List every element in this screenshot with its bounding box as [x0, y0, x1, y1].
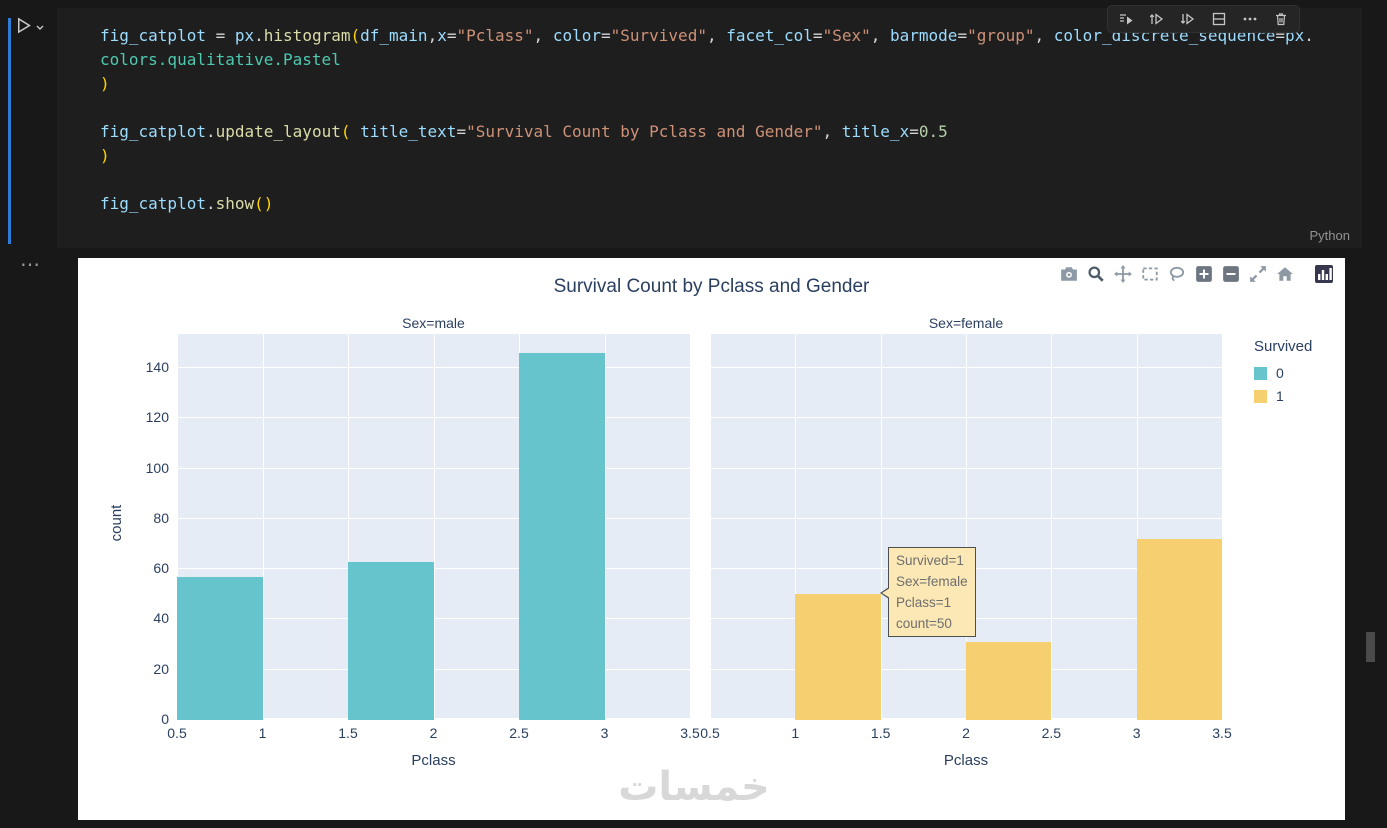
gridline [880, 334, 882, 720]
legend-item-0[interactable]: 0 [1254, 365, 1312, 381]
zoom-icon[interactable] [1087, 265, 1105, 283]
reset-axes-icon[interactable] [1276, 265, 1294, 283]
more-actions-icon[interactable] [1242, 11, 1258, 27]
x-tick-label: 2.5 [1041, 725, 1062, 741]
autoscale-icon[interactable] [1249, 265, 1267, 283]
plotly-modebar [1060, 265, 1333, 283]
y-tick-label: 140 [145, 358, 169, 375]
chart-title: Survival Count by Pclass and Gender [553, 276, 870, 297]
split-cell-icon[interactable] [1211, 11, 1227, 27]
bar[interactable] [966, 642, 1052, 720]
tooltip-line: count=50 [896, 616, 952, 631]
box-select-icon[interactable] [1141, 265, 1159, 283]
gridline [262, 334, 264, 720]
x-tick-label: 0.5 [167, 725, 187, 741]
gridline [348, 334, 349, 720]
x-tick-label: 2 [429, 725, 438, 741]
gridline [177, 334, 178, 720]
x-tick-label: 1.5 [870, 725, 891, 741]
run-cell-icon [14, 16, 33, 40]
gridline [690, 334, 691, 720]
plotly-logo-icon[interactable] [1315, 265, 1333, 283]
legend-title: Survived [1254, 338, 1313, 355]
x-tick-label: 0.5 [700, 725, 720, 741]
execute-below-icon[interactable] [1180, 11, 1196, 27]
camera-icon[interactable] [1060, 265, 1078, 283]
legend-label: 1 [1276, 388, 1284, 404]
legend-swatch-yellow [1254, 389, 1267, 403]
gridline [795, 334, 797, 720]
x-tick-label: 3.5 [680, 725, 700, 741]
x-tick-label: 3 [600, 725, 609, 741]
gridline [966, 334, 967, 720]
x-axis-title-female: Pclass [943, 752, 989, 769]
run-cell-button[interactable] [14, 16, 45, 40]
plotly-chart: Survival Count by Pclass and Gender Sex=… [78, 258, 1345, 820]
lasso-icon[interactable] [1168, 265, 1186, 283]
legend-swatch-teal [1254, 366, 1267, 380]
facet-label-male: Sex=male [402, 315, 465, 331]
y-tick-label: 20 [153, 660, 169, 677]
tooltip-line: Sex=female [896, 574, 968, 589]
tooltip-line: Survived=1 [896, 553, 964, 568]
hover-tooltip: Survived=1 Sex=female Pclass=1 count=50 [880, 547, 976, 637]
zoom-in-icon[interactable] [1195, 265, 1213, 283]
y-tick-label: 40 [153, 610, 169, 627]
cell-focus-indicator [8, 18, 11, 244]
run-by-line-icon[interactable] [1118, 11, 1134, 27]
x-axis-title-male: Pclass [411, 752, 456, 769]
plot-area-female[interactable]: 0.5 1 1.5 2 2.5 3 3.5 [700, 334, 1232, 741]
bar[interactable] [795, 594, 881, 720]
x-tick-label: 2.5 [509, 725, 529, 741]
bar[interactable] [348, 561, 434, 720]
y-tick-label: 0 [161, 711, 169, 727]
bar[interactable] [177, 576, 263, 720]
delete-cell-icon[interactable] [1273, 11, 1289, 27]
x-tick-label: 1 [791, 725, 800, 741]
bar[interactable] [519, 352, 605, 720]
cell-toolbar [1107, 5, 1300, 33]
zoom-out-icon[interactable] [1222, 265, 1240, 283]
legend-item-1[interactable]: 1 [1254, 388, 1312, 404]
code-cell[interactable]: fig_catplot = px.histogram(df_main,x="Pc… [57, 5, 1362, 248]
gridline [433, 334, 435, 720]
execute-above-icon[interactable] [1149, 11, 1165, 27]
x-tick-label: 3.5 [1212, 725, 1232, 741]
x-tick-label: 1.5 [338, 725, 358, 741]
gridline [1051, 334, 1053, 720]
legend: Survived 0 1 [1254, 338, 1312, 411]
cell-language-label[interactable]: Python [1309, 228, 1350, 243]
tooltip-line: Pclass=1 [896, 595, 952, 610]
x-tick-label: 1 [258, 725, 267, 741]
x-tick-label: 2 [962, 725, 970, 741]
legend-label: 0 [1276, 365, 1284, 381]
gridline [1222, 334, 1223, 720]
run-options-chevron-icon[interactable] [35, 20, 45, 38]
y-tick-label: 100 [145, 459, 169, 476]
gridline [1136, 334, 1138, 720]
code-editor[interactable]: fig_catplot = px.histogram(df_main,x="Pc… [100, 26, 1314, 213]
bar[interactable] [1136, 538, 1222, 720]
output-options-icon[interactable]: ⋯ [20, 254, 41, 276]
scrollbar-thumb[interactable] [1366, 632, 1375, 662]
gridline [604, 334, 606, 720]
pan-icon[interactable] [1114, 265, 1132, 283]
x-tick-label: 3 [1132, 725, 1141, 741]
y-tick-label: 120 [145, 409, 169, 426]
plot-area-male[interactable]: 0.5 1 1.5 2 2.5 3 3.5 [167, 334, 700, 741]
y-tick-label: 80 [153, 509, 169, 526]
khamsat-watermark: خمسات [618, 764, 770, 810]
gridline [710, 334, 711, 720]
y-tick-label: 60 [153, 560, 169, 577]
facet-label-female: Sex=female [928, 315, 1004, 331]
